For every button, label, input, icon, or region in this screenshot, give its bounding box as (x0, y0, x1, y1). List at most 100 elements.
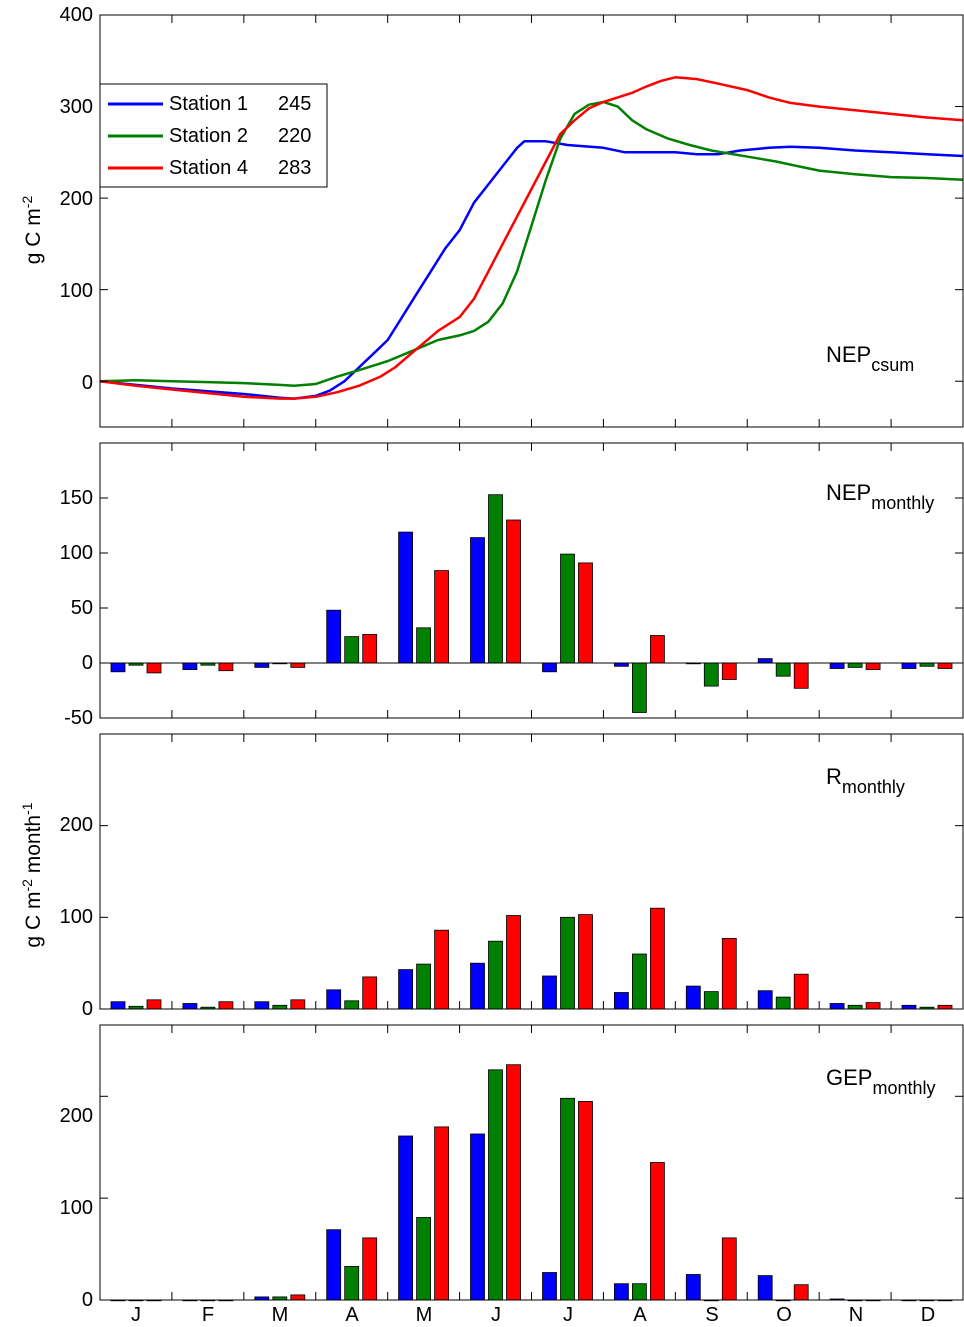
bar-station-2 (488, 940, 503, 1010)
bar-station-1 (398, 531, 414, 664)
y-tick-label: 200 (60, 188, 93, 210)
legend-label: Station 2 (169, 125, 248, 147)
x-tick-label: M (272, 1304, 289, 1326)
panel-label: Rmonthly (826, 764, 905, 797)
y-tick-label: 100 (60, 542, 93, 564)
bar-station-1 (254, 662, 270, 668)
bar-station-1 (685, 1274, 701, 1301)
bar-station-2 (416, 627, 432, 664)
bar-station-1 (542, 1272, 557, 1301)
bar-station-2 (775, 662, 791, 677)
bar-station-4 (578, 1101, 593, 1301)
y-axis-title: g C m-2 (19, 196, 45, 265)
bar-station-2 (344, 1266, 360, 1301)
x-tick-label: S (705, 1304, 718, 1326)
bar-station-4 (650, 907, 665, 1010)
x-tick-label: J (131, 1304, 141, 1326)
y-tick-label: 0 (82, 652, 93, 674)
y-tick-label: 100 (60, 1197, 93, 1219)
legend: Station 1 245 Station 2 220 Station 4 28… (99, 83, 328, 188)
x-tick-label: M (416, 1304, 433, 1326)
bar-station-1 (901, 1004, 917, 1010)
bar-station-2 (847, 662, 863, 668)
x-tick-label: J (563, 1304, 573, 1326)
gep-monthly-ticks (100, 1025, 963, 1301)
bar-station-1 (757, 1275, 773, 1301)
bar-station-4 (146, 662, 162, 674)
bar-station-1 (470, 537, 485, 664)
bar-station-4 (290, 662, 306, 668)
nep-monthly-ticks (100, 443, 963, 719)
panel-r-monthly: 200 100 0 g C m-2 month-1 Rmonthly (19, 733, 964, 1020)
bar-station-4 (290, 999, 306, 1010)
bar-station-1 (110, 662, 126, 673)
x-tick-labels: J F M A M J J A S O N D (131, 1304, 935, 1326)
bar-station-4 (721, 938, 737, 1010)
nep-csum-lines (99, 76, 964, 400)
bar-station-4 (362, 976, 378, 1010)
series-line-station-4 (99, 76, 964, 400)
bar-station-2 (847, 1004, 863, 1010)
nep-monthly-bars (110, 494, 953, 713)
bar-station-2 (632, 662, 647, 713)
y-tick-label: 100 (60, 906, 93, 928)
y-tick-label: 400 (60, 4, 93, 26)
bar-station-4 (434, 929, 450, 1010)
bar-station-4 (218, 662, 234, 672)
nep-csum-ticks (100, 14, 963, 427)
y-tick-label: 0 (82, 998, 93, 1020)
bar-station-1 (326, 609, 342, 664)
bar-station-4 (362, 634, 378, 664)
panel-label: NEPcsum (826, 342, 914, 375)
legend-value: 220 (278, 125, 311, 147)
legend-label: Station 4 (169, 157, 248, 179)
bar-station-4 (721, 1237, 737, 1301)
bar-station-1 (829, 662, 845, 669)
legend-value: 245 (278, 93, 311, 115)
bar-station-1 (614, 1283, 629, 1301)
bar-station-1 (542, 975, 557, 1010)
bar-station-4 (937, 662, 953, 669)
panel-nep-csum: 400 300 200 100 0 g C m-2 NEPcsum Statio… (19, 4, 964, 428)
bar-station-2 (344, 1000, 360, 1010)
bar-station-2 (560, 553, 575, 664)
bar-station-2 (272, 1004, 288, 1010)
bar-station-1 (326, 989, 342, 1010)
y-tick-label: 0 (82, 1289, 93, 1311)
bar-station-2 (416, 1217, 432, 1301)
y-tick-label: 150 (60, 487, 93, 509)
bar-station-2 (703, 662, 719, 687)
x-tick-label: O (776, 1304, 792, 1326)
bar-station-1 (685, 985, 701, 1010)
bar-station-1 (398, 969, 414, 1010)
bar-station-1 (829, 1003, 845, 1010)
x-tick-label: N (849, 1304, 863, 1326)
bar-station-2 (703, 991, 719, 1010)
bar-station-4 (362, 1237, 378, 1301)
x-tick-label: D (921, 1304, 935, 1326)
y-tick-label: 0 (82, 372, 93, 394)
bar-station-1 (901, 662, 917, 669)
y-tick-label: 100 (60, 280, 93, 302)
panel-gep-monthly: 200 100 0 GEPmonthly (60, 1024, 964, 1311)
bar-station-4 (506, 915, 521, 1010)
x-tick-label: A (633, 1304, 647, 1326)
bar-station-4 (793, 662, 809, 689)
y-axis-title: g C m-2 month-1 (19, 802, 45, 947)
legend-entry-station-2: Station 2 220 (108, 125, 311, 147)
y-tick-label: 200 (60, 814, 93, 836)
bar-station-1 (470, 1133, 485, 1301)
bar-station-1 (614, 992, 629, 1010)
bar-station-4 (290, 1294, 306, 1301)
bar-station-4 (865, 662, 881, 670)
x-tick-label: A (345, 1304, 359, 1326)
bar-station-1 (254, 1001, 270, 1010)
legend-value: 283 (278, 157, 311, 179)
series-line-station-2 (99, 100, 964, 388)
bar-station-2 (632, 953, 647, 1010)
panel-nep-monthly: 150 100 50 0 -50 NEPmonthly (60, 442, 964, 729)
bar-station-2 (560, 1097, 575, 1301)
y-tick-label: 200 (60, 1105, 93, 1127)
bar-station-4 (146, 999, 162, 1010)
bar-station-4 (793, 1284, 809, 1301)
